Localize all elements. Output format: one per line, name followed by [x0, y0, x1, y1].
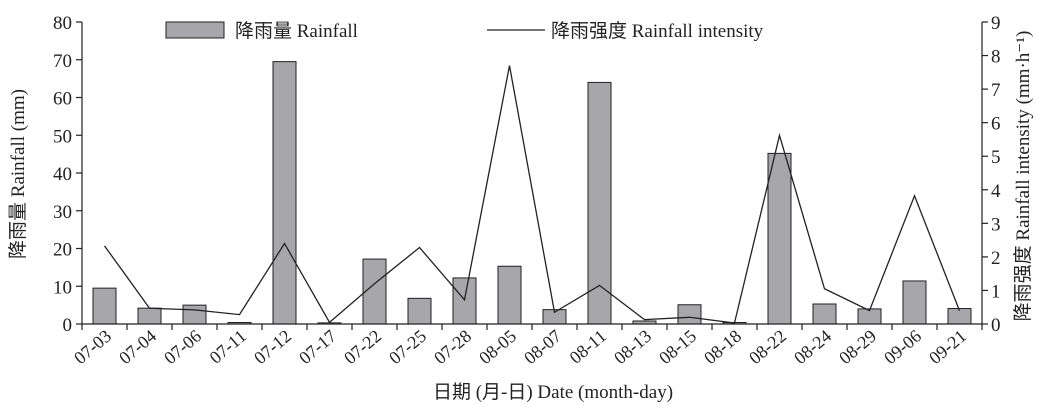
- legend-bar-label: 降雨量 Rainfall: [235, 20, 358, 42]
- rainfall-bar-08-24: [812, 303, 837, 325]
- rainfall-intensity-line: [103, 65, 961, 324]
- x-tick-label: 09-21: [925, 326, 970, 368]
- y2-tick-label: 8: [991, 47, 1001, 68]
- rainfall-bar-08-11: [587, 81, 612, 325]
- rainfall-bar-07-25: [407, 297, 432, 325]
- x-tick-label: 07-11: [206, 326, 251, 368]
- x-axis-label: 日期 (月-日) Date (month-day): [433, 381, 673, 403]
- y2-tick-label: 5: [991, 147, 1001, 168]
- y2-tick-label: 1: [991, 281, 1001, 302]
- rainfall-bar-07-04: [137, 307, 162, 325]
- y2-tick-label: 4: [991, 181, 1001, 202]
- legend-bar-swatch: [165, 21, 225, 39]
- y-tick-label: 10: [53, 277, 72, 298]
- x-tick-label: 09-06: [880, 326, 925, 368]
- x-tick-label: 07-28: [430, 326, 475, 368]
- rainfall-bar-07-22: [362, 258, 387, 325]
- y2-tick-label: 3: [991, 214, 1001, 235]
- x-tick-label: 08-13: [610, 326, 655, 368]
- y-tick-label: 70: [53, 51, 72, 72]
- y-tick-label: 20: [53, 240, 72, 261]
- y-tick-label: 0: [63, 315, 73, 336]
- y-tick-label: 40: [53, 164, 72, 185]
- x-tick-label: 07-17: [295, 326, 340, 368]
- rainfall-bar-08-15: [677, 304, 702, 325]
- y-tick-label: 80: [53, 13, 72, 34]
- y-tick-label: 60: [53, 89, 72, 110]
- x-tick-label: 07-06: [160, 326, 205, 368]
- rainfall-bar-07-12: [272, 61, 297, 325]
- rainfall-bars: [92, 61, 972, 325]
- rainfall-bar-07-28: [452, 277, 477, 325]
- rainfall-bar-08-22: [767, 152, 792, 325]
- x-tick-label: 07-22: [340, 326, 385, 368]
- legend: 降雨量 Rainfall 降雨强度 Rainfall intensity: [165, 20, 764, 42]
- rainfall-bar-09-06: [902, 280, 927, 325]
- y2-tick-label: 6: [991, 114, 1001, 135]
- x-tick-label: 07-04: [115, 326, 160, 368]
- y-tick-label: 50: [53, 126, 72, 147]
- y2-tick-label: 9: [991, 13, 1001, 34]
- rainfall-bar-09-21: [947, 308, 972, 325]
- rainfall-bar-08-05: [497, 265, 522, 325]
- y-tick-label: 30: [53, 202, 72, 223]
- x-tick-label: 08-15: [655, 326, 700, 368]
- x-tick-label: 08-11: [566, 326, 611, 368]
- x-tick-label: 07-03: [70, 326, 115, 368]
- y2-tick-label: 2: [991, 248, 1001, 269]
- x-tick-label: 08-18: [700, 326, 745, 368]
- x-tick-label: 08-22: [745, 326, 790, 368]
- x-tick-label: 07-12: [250, 326, 295, 368]
- x-tick-label: 08-29: [835, 326, 880, 368]
- rainfall-bar-07-06: [182, 304, 207, 325]
- y2-axis-label: 降雨强度 Rainfall intensity (mm·h⁻¹): [1012, 31, 1034, 322]
- y2-tick-label: 0: [991, 315, 1001, 336]
- legend-line-label: 降雨强度 Rainfall intensity: [551, 20, 764, 42]
- x-tick-label: 08-07: [520, 326, 565, 368]
- x-tick-label: 08-24: [790, 326, 835, 368]
- x-tick-label: 07-25: [385, 326, 430, 368]
- y2-tick-label: 7: [991, 80, 1001, 101]
- rainfall-bar-07-03: [92, 287, 117, 325]
- x-tick-label: 08-05: [475, 326, 520, 368]
- y-axis-label: 降雨量 Rainfall (mm): [7, 89, 29, 259]
